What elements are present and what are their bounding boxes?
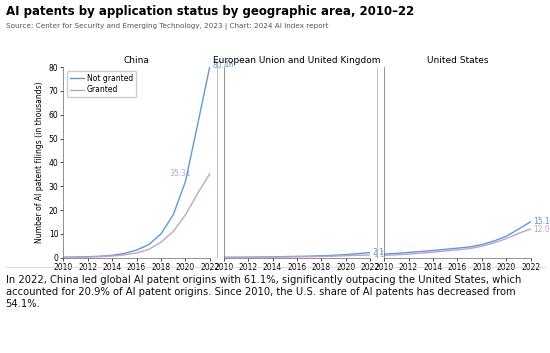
Text: 15.11: 15.11: [533, 217, 550, 226]
Text: 2.17: 2.17: [373, 248, 389, 257]
Text: 80.46: 80.46: [212, 61, 234, 71]
Text: 35.31: 35.31: [170, 169, 191, 178]
Text: AI patents by application status by geographic area, 2010–22: AI patents by application status by geog…: [6, 5, 414, 18]
Y-axis label: Number of AI patent filings (in thousands): Number of AI patent filings (in thousand…: [35, 82, 45, 243]
Text: Source: Center for Security and Emerging Technology, 2023 | Chart: 2024 AI Index: Source: Center for Security and Emerging…: [6, 23, 328, 30]
Text: 1.17: 1.17: [373, 250, 389, 259]
Title: China: China: [124, 56, 150, 65]
Text: In 2022, China led global AI patent origins with 61.1%, significantly outpacing : In 2022, China led global AI patent orig…: [6, 275, 521, 309]
Legend: Not granted, Granted: Not granted, Granted: [67, 71, 136, 97]
Title: United States: United States: [427, 56, 488, 65]
Text: 12.038: 12.038: [533, 225, 550, 233]
Title: European Union and United Kingdom: European Union and United Kingdom: [213, 56, 381, 65]
